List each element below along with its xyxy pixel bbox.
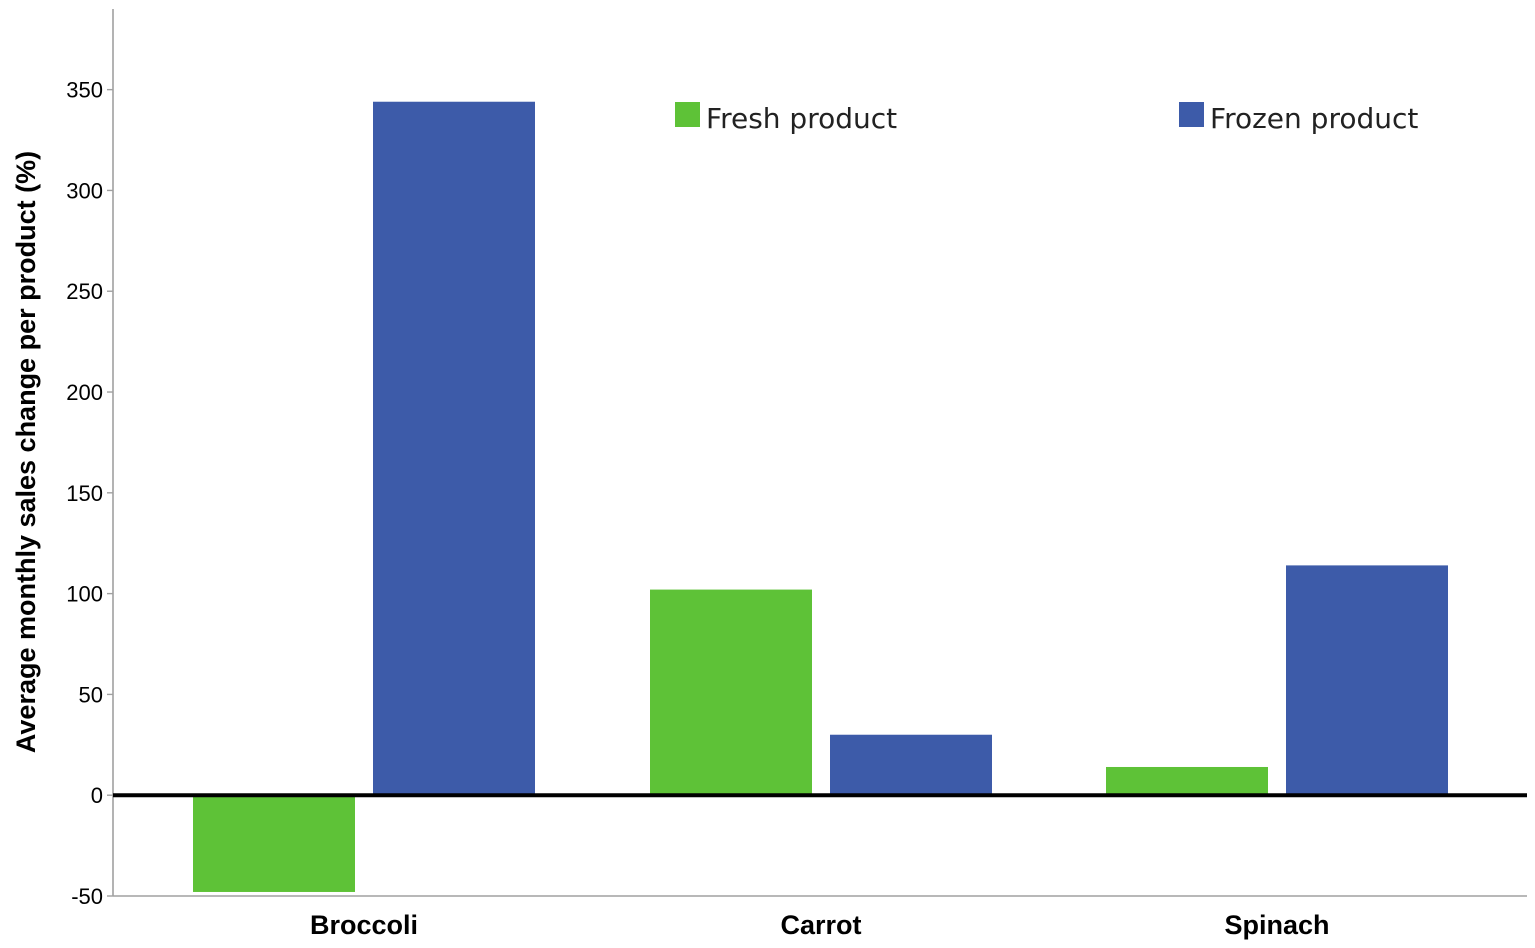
y-tick-label: 100 xyxy=(66,582,103,607)
legend-swatch xyxy=(675,102,700,127)
bar-broccoli-frozen-product xyxy=(373,101,535,796)
legend: Fresh product Frozen product xyxy=(675,102,1418,135)
x-category-label: Carrot xyxy=(780,910,861,940)
y-tick-label: 350 xyxy=(66,78,103,103)
y-tick-label: 50 xyxy=(79,682,103,707)
y-tick-label: 150 xyxy=(66,481,103,506)
y-axis-title: Average monthly sales change per product… xyxy=(11,151,41,753)
bars xyxy=(193,101,1448,892)
labels: -50 0 50 100 150 200 250 300 350 Broccoli Carrot Sp… xyxy=(11,78,1330,940)
x-category-label: Broccoli xyxy=(310,910,418,940)
y-tick-label: 300 xyxy=(66,178,103,203)
bar-spinach-frozen-product xyxy=(1286,565,1448,796)
y-tick-label: 250 xyxy=(66,279,103,304)
bar-broccoli-fresh-product xyxy=(193,795,355,892)
legend-swatch xyxy=(1179,102,1204,127)
legend-label: Frozen product xyxy=(1210,102,1418,135)
bar-spinach-fresh-product xyxy=(1106,766,1268,796)
y-tick-label: 200 xyxy=(66,380,103,405)
x-category-label: Spinach xyxy=(1224,910,1329,940)
y-tick-label: -50 xyxy=(71,884,103,909)
bar-carrot-frozen-product xyxy=(830,734,992,796)
y-tick-label: 0 xyxy=(91,783,103,808)
axes xyxy=(107,9,1527,897)
legend-label: Fresh product xyxy=(706,102,897,135)
bar-carrot-fresh-product xyxy=(650,589,812,796)
